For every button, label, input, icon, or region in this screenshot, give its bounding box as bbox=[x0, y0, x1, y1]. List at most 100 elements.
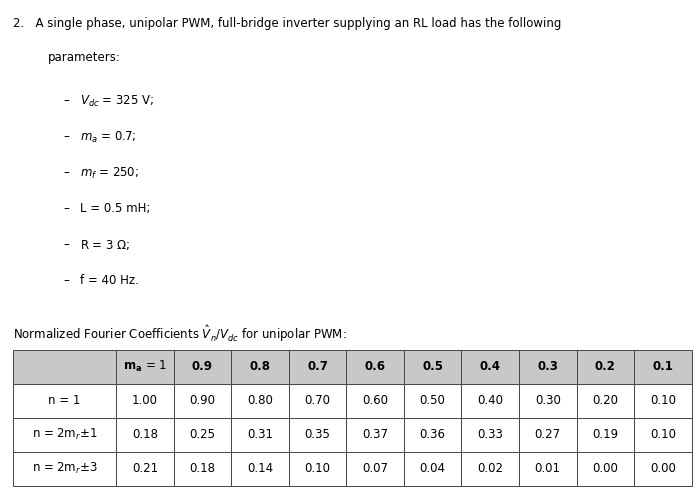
Bar bbox=[519, 384, 577, 418]
Bar bbox=[289, 418, 346, 452]
Bar bbox=[461, 350, 519, 384]
Text: 0.18: 0.18 bbox=[190, 462, 216, 475]
Bar bbox=[577, 384, 634, 418]
Bar bbox=[634, 384, 692, 418]
Text: n = 1: n = 1 bbox=[48, 394, 80, 407]
Text: 0.70: 0.70 bbox=[304, 394, 330, 407]
Bar bbox=[404, 418, 461, 452]
Text: 0.10: 0.10 bbox=[650, 394, 676, 407]
Text: 0.60: 0.60 bbox=[362, 394, 388, 407]
Bar bbox=[346, 350, 404, 384]
Bar bbox=[174, 418, 231, 452]
Text: parameters:: parameters: bbox=[48, 51, 120, 64]
Text: 0.21: 0.21 bbox=[132, 462, 158, 475]
Text: 0.25: 0.25 bbox=[190, 428, 216, 441]
Text: R = 3 $\Omega$;: R = 3 $\Omega$; bbox=[80, 238, 131, 252]
Bar bbox=[174, 452, 231, 486]
Text: 0.7: 0.7 bbox=[307, 360, 328, 373]
Bar bbox=[174, 350, 231, 384]
Text: –: – bbox=[63, 94, 69, 107]
Text: 0.07: 0.07 bbox=[362, 462, 388, 475]
Bar bbox=[519, 452, 577, 486]
Bar bbox=[461, 452, 519, 486]
Text: L = 0.5 mH;: L = 0.5 mH; bbox=[80, 202, 151, 215]
Text: $\mathbf{m_a}$ = 1: $\mathbf{m_a}$ = 1 bbox=[123, 359, 167, 374]
Bar bbox=[346, 452, 404, 486]
Bar bbox=[404, 350, 461, 384]
Text: 0.31: 0.31 bbox=[247, 428, 273, 441]
Text: 0.9: 0.9 bbox=[192, 360, 213, 373]
Text: 0.01: 0.01 bbox=[535, 462, 561, 475]
Bar bbox=[346, 418, 404, 452]
Bar bbox=[231, 452, 289, 486]
Text: 0.19: 0.19 bbox=[592, 428, 618, 441]
Text: n = 2m$_r$$\pm$3: n = 2m$_r$$\pm$3 bbox=[32, 461, 97, 476]
Text: 0.10: 0.10 bbox=[304, 462, 330, 475]
Bar bbox=[577, 350, 634, 384]
Text: 0.20: 0.20 bbox=[592, 394, 618, 407]
Text: n = 2m$_r$$\pm$1: n = 2m$_r$$\pm$1 bbox=[32, 427, 97, 442]
Text: 0.02: 0.02 bbox=[477, 462, 503, 475]
Bar bbox=[634, 350, 692, 384]
Text: $m_f$ = 250;: $m_f$ = 250; bbox=[80, 166, 139, 181]
Text: 0.00: 0.00 bbox=[650, 462, 676, 475]
Text: 0.5: 0.5 bbox=[422, 360, 443, 373]
Text: 0.30: 0.30 bbox=[535, 394, 561, 407]
Bar bbox=[634, 418, 692, 452]
Bar bbox=[116, 384, 174, 418]
Text: 0.33: 0.33 bbox=[477, 428, 503, 441]
Bar bbox=[13, 452, 116, 486]
Bar bbox=[577, 418, 634, 452]
Bar bbox=[461, 418, 519, 452]
Text: $V_{dc}$ = 325 V;: $V_{dc}$ = 325 V; bbox=[80, 94, 155, 109]
Bar bbox=[519, 350, 577, 384]
Bar bbox=[116, 452, 174, 486]
Text: 0.90: 0.90 bbox=[190, 394, 216, 407]
Text: –: – bbox=[63, 202, 69, 215]
Text: 0.80: 0.80 bbox=[247, 394, 273, 407]
Text: 0.35: 0.35 bbox=[304, 428, 330, 441]
Bar bbox=[13, 418, 116, 452]
Bar bbox=[634, 452, 692, 486]
Text: 0.40: 0.40 bbox=[477, 394, 503, 407]
Bar bbox=[231, 384, 289, 418]
Text: 2.   A single phase, unipolar PWM, full-bridge inverter supplying an RL load has: 2. A single phase, unipolar PWM, full-br… bbox=[13, 17, 561, 30]
Text: 0.04: 0.04 bbox=[420, 462, 446, 475]
Text: 0.00: 0.00 bbox=[592, 462, 618, 475]
Bar bbox=[231, 350, 289, 384]
Text: 0.27: 0.27 bbox=[535, 428, 561, 441]
Text: $m_a$ = 0.7;: $m_a$ = 0.7; bbox=[80, 130, 137, 145]
Bar bbox=[289, 384, 346, 418]
Bar bbox=[13, 350, 116, 384]
Bar bbox=[577, 452, 634, 486]
Text: 1.00: 1.00 bbox=[132, 394, 158, 407]
Text: 0.37: 0.37 bbox=[362, 428, 388, 441]
Text: 0.6: 0.6 bbox=[365, 360, 386, 373]
Bar bbox=[174, 384, 231, 418]
Bar bbox=[461, 384, 519, 418]
Text: –: – bbox=[63, 166, 69, 179]
Bar bbox=[13, 384, 116, 418]
Text: 0.36: 0.36 bbox=[420, 428, 446, 441]
Bar bbox=[346, 384, 404, 418]
Bar bbox=[519, 418, 577, 452]
Text: –: – bbox=[63, 274, 69, 287]
Text: 0.14: 0.14 bbox=[247, 462, 273, 475]
Bar bbox=[231, 418, 289, 452]
Text: 0.8: 0.8 bbox=[249, 360, 270, 373]
Bar bbox=[116, 418, 174, 452]
Text: Normalized Fourier Coefficients $\hat{V}_n$/$V_{dc}$ for unipolar PWM:: Normalized Fourier Coefficients $\hat{V}… bbox=[13, 323, 346, 343]
Text: –: – bbox=[63, 130, 69, 143]
Text: 0.18: 0.18 bbox=[132, 428, 158, 441]
Bar bbox=[289, 350, 346, 384]
Bar bbox=[289, 452, 346, 486]
Bar bbox=[404, 384, 461, 418]
Text: 0.50: 0.50 bbox=[420, 394, 446, 407]
Text: 0.1: 0.1 bbox=[652, 360, 673, 373]
Text: 0.4: 0.4 bbox=[480, 360, 500, 373]
Bar bbox=[116, 350, 174, 384]
Text: 0.10: 0.10 bbox=[650, 428, 676, 441]
Text: f = 40 Hz.: f = 40 Hz. bbox=[80, 274, 139, 287]
Text: –: – bbox=[63, 238, 69, 251]
Text: 0.2: 0.2 bbox=[595, 360, 616, 373]
